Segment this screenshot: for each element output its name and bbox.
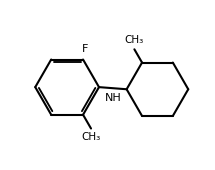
Text: NH: NH [104,93,121,103]
Text: CH₃: CH₃ [125,36,144,46]
Text: F: F [82,44,88,54]
Text: CH₃: CH₃ [81,132,101,142]
